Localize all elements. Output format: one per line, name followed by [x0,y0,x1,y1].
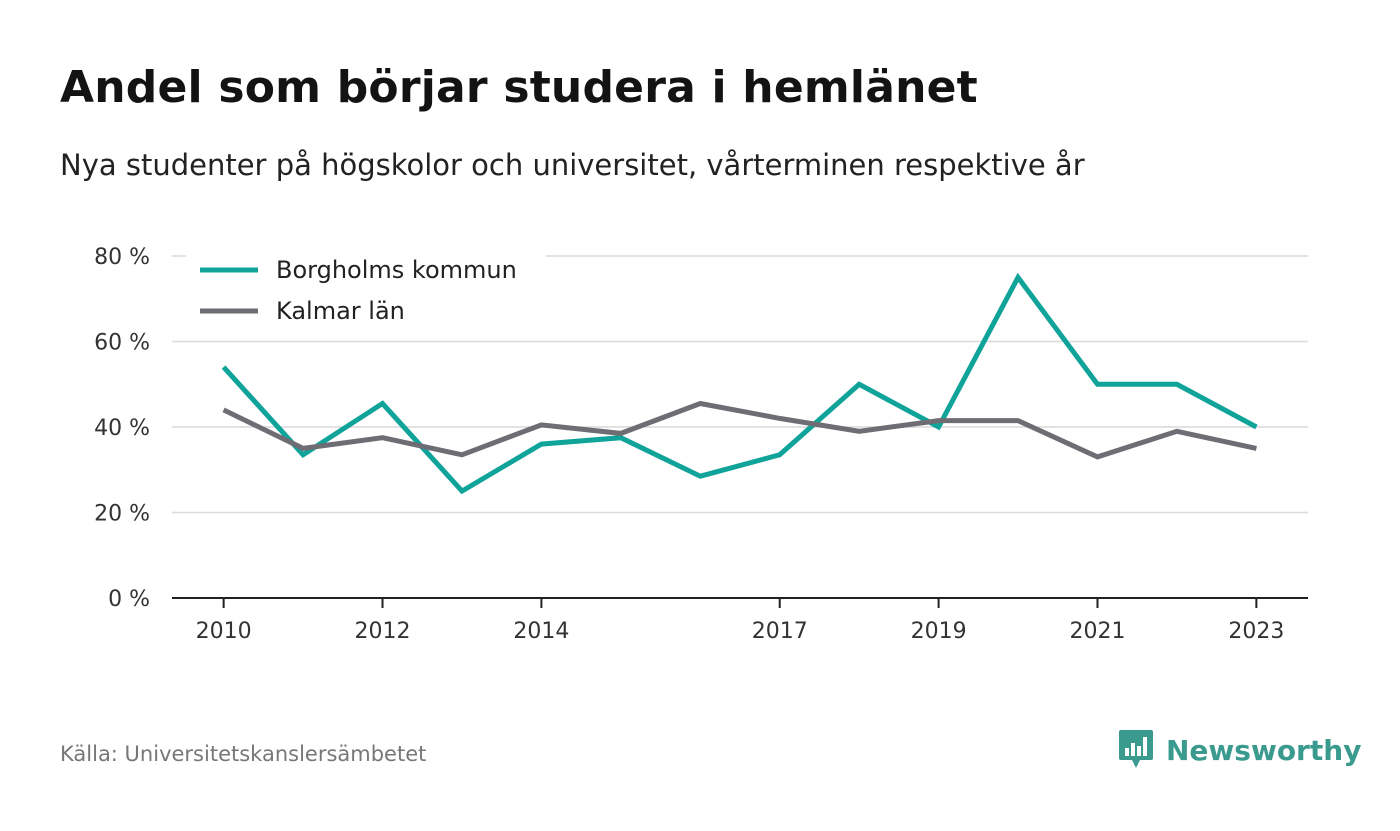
series-line-borgholm [221,272,1258,495]
x-tick-label: 2017 [752,619,808,644]
series-lines [221,272,1258,495]
x-tick-label: 2012 [355,619,411,644]
x-tick-label: 2014 [513,619,569,644]
newsworthy-logo-icon [1119,730,1153,768]
page-title: Andel som börjar studera i hemlänet [60,62,978,113]
page-subtitle: Nya studenter på högskolor och universit… [60,148,1085,182]
y-tick-label: 80 % [94,245,150,270]
source-note: Källa: Universitetskanslersämbetet [60,742,427,766]
x-tick-label: 2019 [911,619,967,644]
y-tick-label: 40 % [94,416,150,441]
brand-logo: Newsworthy [1118,728,1361,772]
x-tick-label: 2010 [196,619,252,644]
legend: Borgholms kommun Kalmar län [186,244,546,332]
x-axis: 2010 2012 2014 2017 2019 2021 2023 [172,597,1308,644]
series-line-kalmar [222,400,1257,460]
legend-label: Kalmar län [276,297,405,325]
legend-background [186,244,546,332]
y-axis-ticks: 0 % 20 % 40 % 60 % 80 % [94,245,150,612]
brand-name: Newsworthy [1166,733,1362,767]
y-tick-label: 20 % [94,502,150,527]
line-chart: 0 % 20 % 40 % 60 % 80 % 2010 2012 2014 2017 2019… [94,244,1308,644]
x-tick-label: 2021 [1069,619,1125,644]
x-tick-label: 2023 [1228,619,1284,644]
y-tick-label: 0 % [108,587,150,612]
legend-label: Borgholms kommun [276,256,517,284]
y-tick-label: 60 % [94,331,150,356]
